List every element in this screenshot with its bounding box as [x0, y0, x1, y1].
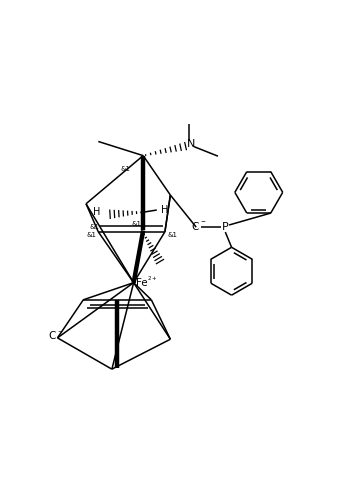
Text: $^{-}$: $^{-}$	[200, 218, 206, 227]
Text: &1: &1	[132, 221, 142, 227]
Text: &1: &1	[167, 232, 177, 238]
Text: P: P	[221, 222, 228, 232]
Text: &1: &1	[89, 224, 99, 230]
Text: N: N	[187, 139, 196, 150]
Text: Fe: Fe	[137, 278, 148, 288]
Text: C: C	[192, 222, 199, 232]
Text: H: H	[93, 206, 101, 217]
Text: $^{-}$: $^{-}$	[57, 328, 63, 337]
Text: &1: &1	[86, 232, 96, 238]
Text: &1: &1	[120, 165, 131, 172]
Text: H: H	[161, 205, 168, 215]
Text: C: C	[49, 330, 56, 341]
Text: $^{2+}$: $^{2+}$	[147, 276, 157, 285]
